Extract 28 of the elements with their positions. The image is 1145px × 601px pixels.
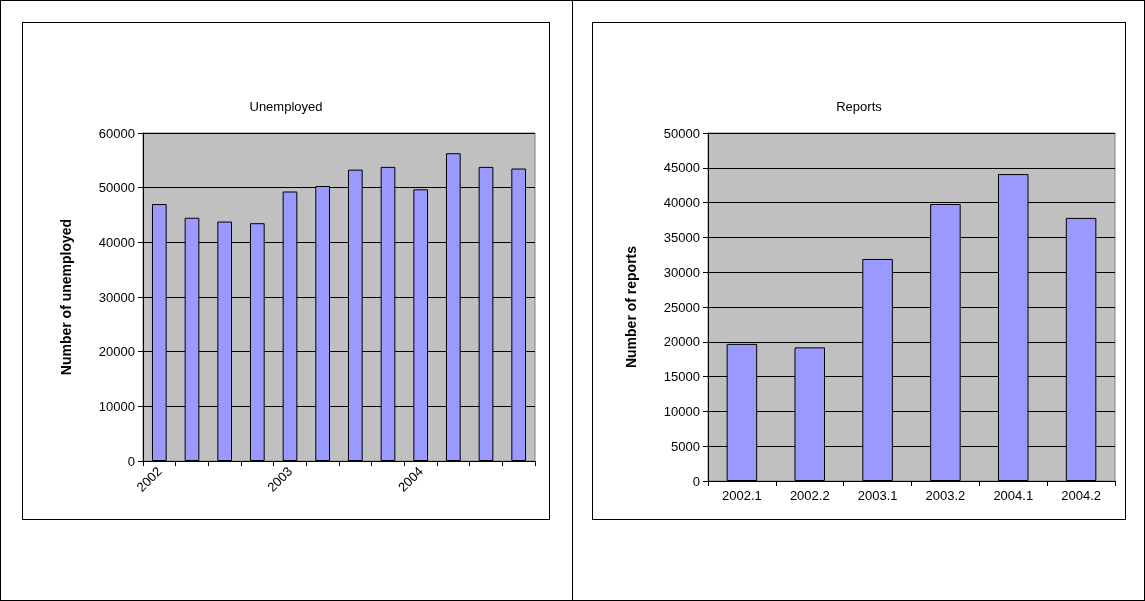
y-tick-label: 50000 — [663, 125, 700, 141]
x-tick-label: 2004.1 — [993, 488, 1034, 503]
y-tick-label: 20000 — [663, 334, 700, 350]
y-tick-label: 0 — [692, 473, 700, 489]
y-tick-label: 30000 — [98, 289, 135, 305]
y-axis-title: Number of reports — [623, 245, 639, 369]
y-tick-label: 30000 — [663, 264, 700, 280]
y-tick-label: 15000 — [663, 369, 700, 385]
y-tick-label: 35000 — [663, 229, 700, 245]
y-tick-label: 40000 — [98, 234, 135, 250]
y-tick-label: 10000 — [663, 403, 700, 419]
chart-title: Reports — [836, 99, 883, 114]
y-tick-label: 50000 — [98, 180, 135, 196]
y-tick-label: 20000 — [98, 344, 135, 360]
y-tick-label: 40000 — [663, 195, 700, 211]
y-tick-label: 10000 — [98, 398, 135, 414]
x-tick-label: 2003.2 — [925, 488, 966, 503]
x-tick-label: 2002.2 — [789, 488, 830, 503]
x-tick-label: 2003.1 — [857, 488, 898, 503]
y-tick-label: 60000 — [98, 125, 135, 141]
y-tick-label: 25000 — [663, 299, 700, 315]
y-tick-label: 0 — [127, 453, 135, 469]
y-axis-title: Number of unemployed — [58, 218, 74, 376]
x-tick-label: 2004.2 — [1061, 488, 1101, 503]
x-tick-label: 2002.1 — [722, 488, 762, 503]
y-tick-label: 45000 — [663, 160, 700, 176]
chart-title: Unemployed — [249, 99, 323, 114]
y-tick-label: 5000 — [671, 438, 700, 454]
